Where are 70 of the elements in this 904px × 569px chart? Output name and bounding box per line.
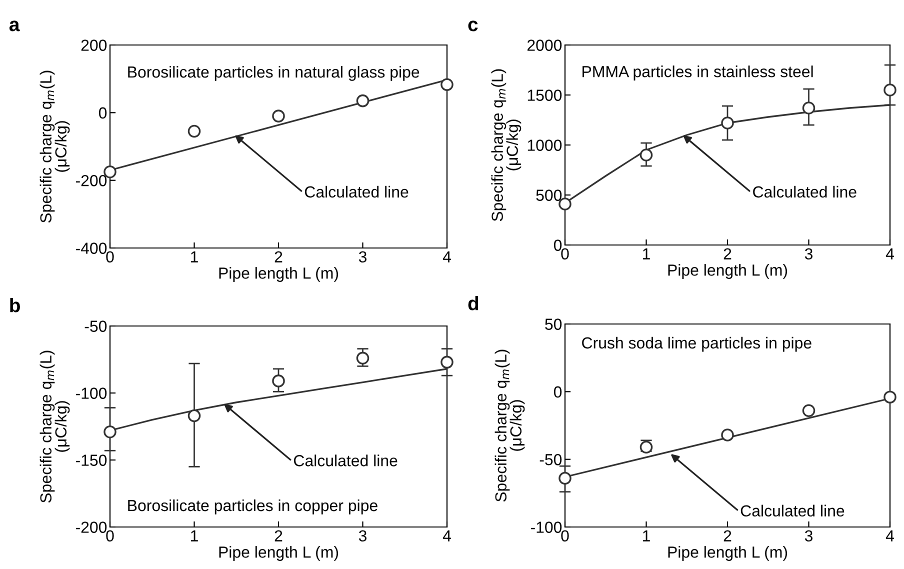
y-tick-label: 2000 bbox=[528, 40, 562, 51]
x-tick-label: 2 bbox=[724, 530, 732, 542]
point bbox=[188, 409, 201, 422]
point bbox=[440, 78, 454, 91]
point bbox=[356, 352, 370, 365]
point bbox=[558, 472, 572, 485]
point bbox=[188, 124, 201, 138]
annotation: Calculated line bbox=[740, 504, 844, 517]
x-axis-title: Pipe length L (m) bbox=[668, 264, 788, 279]
y-tick-label: -100 bbox=[76, 388, 107, 399]
point bbox=[640, 148, 653, 162]
point bbox=[721, 428, 734, 442]
x-tick-label: 4 bbox=[442, 530, 451, 542]
annotation: PMMA particles in stainless steel bbox=[582, 66, 813, 80]
point bbox=[356, 94, 370, 108]
x-tick-label: 4 bbox=[886, 530, 894, 542]
x-tick-label: 1 bbox=[643, 248, 650, 260]
x-tick-label: 4 bbox=[442, 251, 451, 262]
y-tick-label: -100 bbox=[530, 522, 562, 533]
annotation: Borosilicate particles in copper pipe bbox=[128, 499, 378, 514]
annotation: Calculated line bbox=[753, 186, 856, 198]
annotation: Borosilicate particles in natural glass pipe bbox=[128, 66, 420, 81]
x-axis-title: Pipe length L (m) bbox=[668, 546, 788, 561]
x-axis-title: Pipe length L (m) bbox=[219, 267, 338, 282]
point bbox=[272, 374, 285, 388]
x-tick-label: 4 bbox=[886, 248, 894, 260]
y-tick-label: -200 bbox=[76, 174, 107, 186]
chart-title: c bbox=[468, 20, 478, 32]
y-tick-label: 1000 bbox=[528, 140, 562, 151]
point bbox=[440, 356, 454, 369]
point bbox=[802, 102, 816, 114]
point bbox=[721, 116, 734, 130]
point bbox=[884, 390, 896, 404]
text: Specific charge q$_{m}$(L) (μC/kg) bbox=[491, 69, 522, 222]
y-tick-label: 0 bbox=[98, 107, 107, 119]
annotation: Calculated line bbox=[294, 454, 398, 466]
y-tick-label: 0 bbox=[554, 386, 562, 398]
point bbox=[884, 84, 896, 96]
x-tick-label: 3 bbox=[358, 530, 366, 542]
text: Specific charge q$_{m}$(L) (μC/kg) bbox=[494, 350, 525, 502]
x-tick-label: 3 bbox=[804, 530, 812, 542]
annotation: Calculated line bbox=[304, 186, 408, 198]
x-tick-label: 1 bbox=[643, 530, 650, 542]
y-tick-label: 500 bbox=[536, 190, 562, 201]
annotation: Crush soda lime particles in pipe bbox=[582, 336, 812, 352]
chart-title: a bbox=[9, 20, 20, 32]
y-tick-label: -50 bbox=[540, 454, 562, 466]
x-tick-label: 1 bbox=[191, 251, 198, 262]
point bbox=[802, 404, 816, 418]
y-tick-label: -200 bbox=[76, 522, 107, 533]
y-tick-label: 200 bbox=[81, 40, 107, 51]
y-tick-label: 50 bbox=[545, 318, 562, 330]
x-tick-label: 2 bbox=[724, 248, 732, 260]
point bbox=[272, 110, 285, 122]
point bbox=[104, 425, 116, 438]
x-tick-label: 3 bbox=[358, 251, 366, 263]
y-tick-label: -150 bbox=[76, 454, 107, 466]
x-tick-label: 3 bbox=[804, 248, 812, 260]
x-tick-label: 2 bbox=[274, 530, 282, 542]
chart-title: b bbox=[10, 298, 20, 312]
chart-title: d bbox=[468, 296, 478, 310]
y-tick-label: 0 bbox=[554, 240, 562, 251]
text: Specific charge q$_{m}$(L) (μC/kg) bbox=[40, 70, 70, 223]
x-tick-label: 2 bbox=[274, 251, 282, 262]
x-axis-title: Pipe length L (m) bbox=[219, 546, 338, 561]
y-tick-label: -50 bbox=[84, 320, 107, 332]
x-tick-label: 1 bbox=[191, 530, 198, 542]
y-tick-label: 1500 bbox=[528, 90, 562, 101]
y-tick-label: -400 bbox=[76, 242, 107, 254]
text: Specific charge q$_{m}$(L) (μC/kg) bbox=[40, 350, 70, 503]
